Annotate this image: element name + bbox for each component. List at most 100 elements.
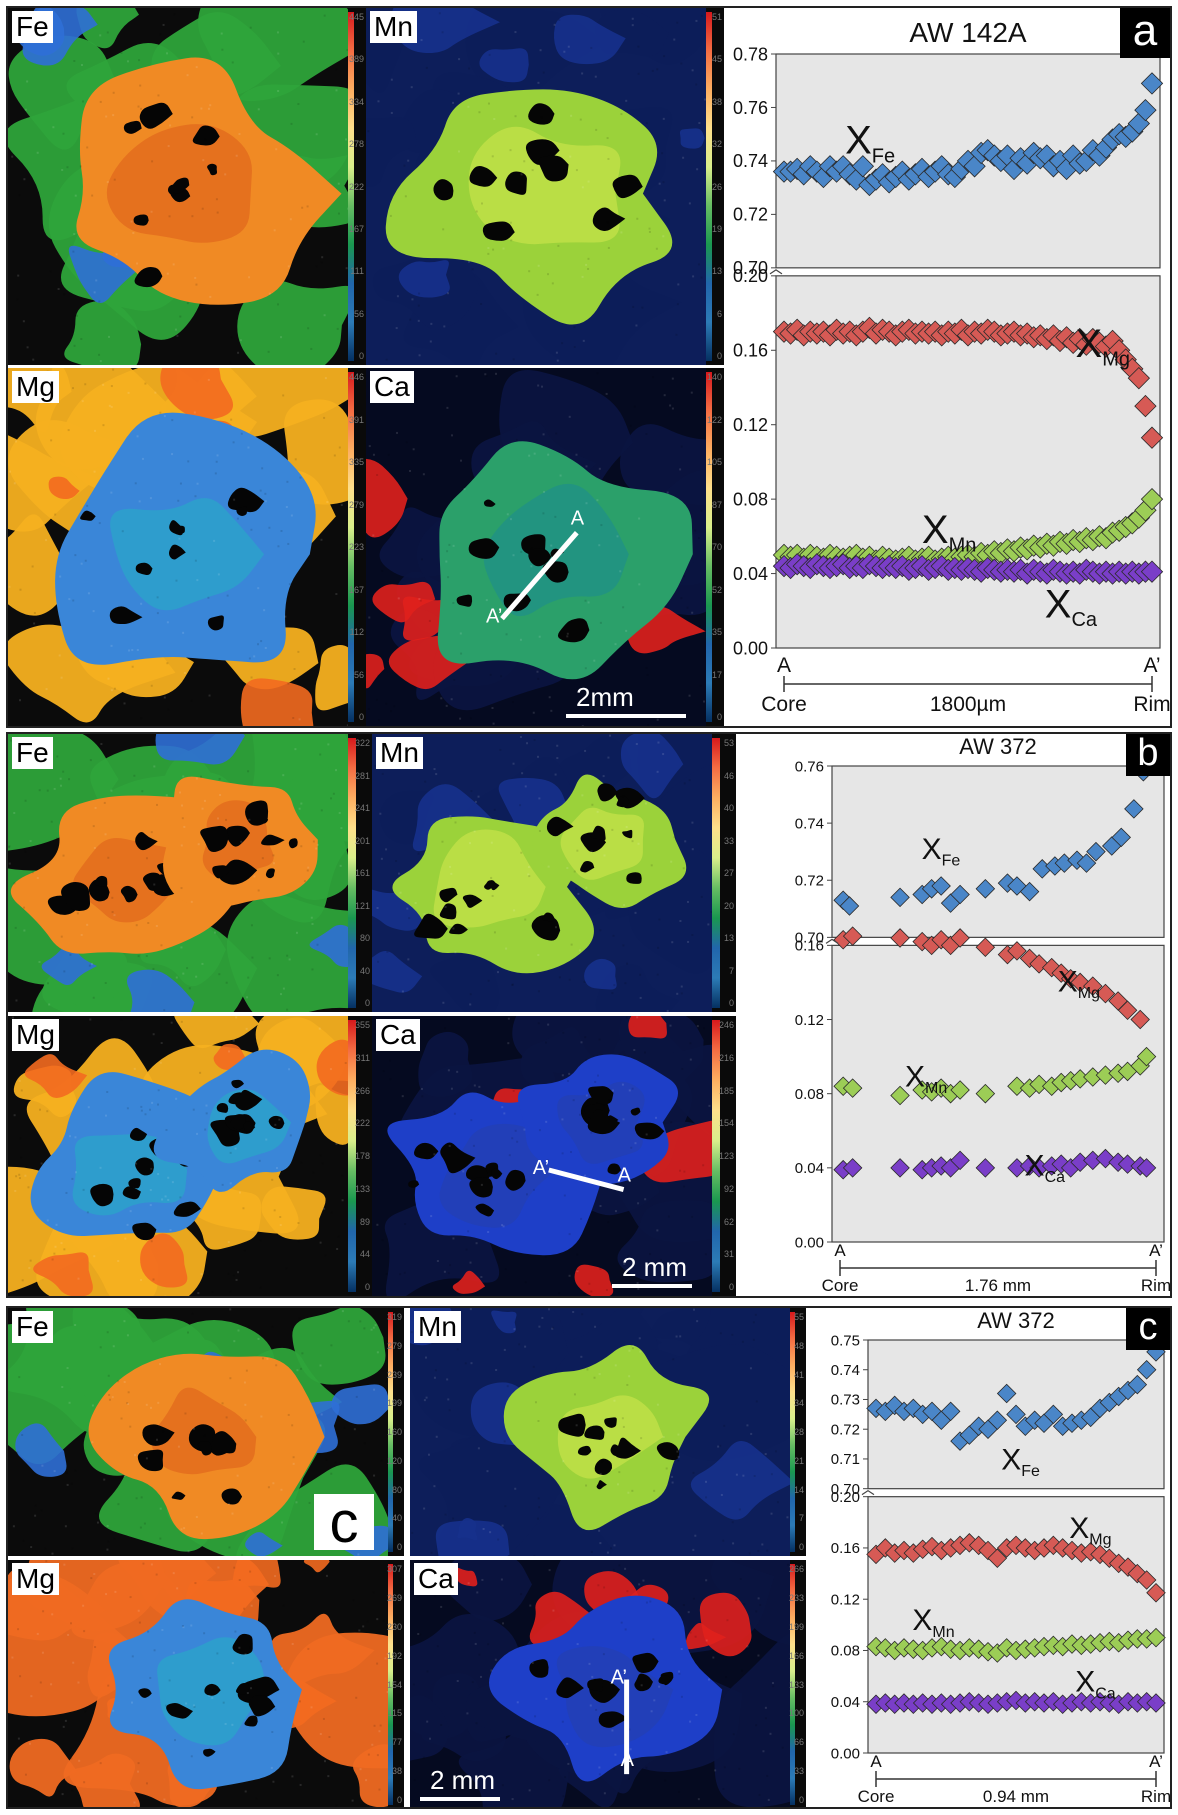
- y-tick-label: 0.74: [733, 151, 768, 171]
- colorbar-tick: 111: [350, 266, 364, 277]
- data-point-fe: [1076, 853, 1097, 873]
- colorbar-tick: 266: [354, 1085, 370, 1096]
- profile-end-label: A’: [611, 1667, 627, 1689]
- profile-start-label: A: [621, 1749, 635, 1771]
- data-point-ca: [890, 1158, 910, 1178]
- data-point-mg: [950, 928, 970, 948]
- colorbar-fe: 322 281 241 201 161 121 80 40 0: [348, 734, 372, 1012]
- data-point-mn: [1029, 1074, 1049, 1095]
- element-map-mg: 307 269 230 192 154 115 77 38 0 Mg: [8, 1560, 404, 1807]
- colorbar-tick: 26: [711, 181, 722, 192]
- colorbar-tick: 154: [386, 1679, 402, 1690]
- y-tick-label: 0.04: [795, 1160, 824, 1177]
- colorbar-tick: 133: [354, 1183, 370, 1194]
- element-map-mg-image: [8, 368, 348, 726]
- colorbar-tick: 334: [348, 96, 364, 107]
- data-point-mg: [987, 1548, 1008, 1568]
- element-label-ca: Ca: [370, 371, 414, 403]
- y-tick-label: 0.16: [733, 341, 768, 361]
- colorbar-tick: 0: [396, 1542, 402, 1552]
- colorbar-tick: 0: [716, 712, 722, 722]
- colorbar-tick: 55: [793, 1312, 804, 1322]
- data-point-fe: [950, 884, 970, 905]
- profile-end-label: A’: [486, 606, 502, 628]
- data-point-fe: [839, 896, 860, 916]
- colorbar-mn: 53 46 40 33 27 20 13 7 0: [712, 734, 736, 1012]
- element-map-mn: 53 46 40 33 27 20 13 7 0 Mn: [372, 734, 736, 1012]
- y-tick-label: 0.75: [831, 1332, 860, 1349]
- data-point-mg: [1127, 367, 1151, 390]
- data-point-mg: [1007, 941, 1027, 961]
- data-point-mn: [1146, 1627, 1166, 1648]
- profile-chart-b: AW 372 0.70 0.72 0.74 0.76 0.00 0.04 0.08 0.12 0.…: [778, 734, 1171, 1296]
- colorbar-tick: 53: [723, 738, 734, 748]
- y-tick-label: 0.72: [795, 872, 824, 889]
- data-point-fe: [1086, 841, 1106, 862]
- data-point-ca: [1140, 560, 1164, 583]
- axis-end-label: A’: [1143, 654, 1160, 677]
- colorbar-tick: 230: [386, 1621, 402, 1632]
- element-map-fe-image: [8, 734, 348, 1012]
- y-tick-label: 0.20: [733, 266, 768, 286]
- colorbar-ca: 246 216 185 154 123 92 62 31 0: [712, 1016, 736, 1296]
- data-point-fe: [931, 876, 951, 896]
- profile-chart-a: AW 142A 0.70 0.72 0.74 0.76 0.78 0.00 0.04 0.08 0…: [714, 8, 1170, 726]
- colorbar-tick: 121: [354, 900, 370, 911]
- colorbar-tick: 13: [723, 933, 734, 943]
- figure-panel-b: 322 281 241 201 161 121 80 40 0 Fe 53 46 40 33 27 20 13 7…: [6, 732, 1172, 1298]
- colorbar-tick: 0: [364, 998, 370, 1008]
- colorbar-tick: 201: [354, 835, 370, 846]
- element-label-mg: Mg: [12, 371, 59, 403]
- data-point-mn: [1136, 1046, 1157, 1067]
- data-point-mg: [975, 937, 996, 957]
- data-point-ca: [950, 1150, 970, 1171]
- element-map-mg-image: [8, 1016, 348, 1296]
- element-label-fe: Fe: [12, 11, 53, 43]
- colorbar-tick: 281: [354, 770, 370, 781]
- axis-core-label: Core: [761, 693, 807, 716]
- panel-letter-b: b: [1126, 734, 1170, 776]
- y-tick-label: 0.08: [831, 1643, 860, 1660]
- colorbar-tick: 33: [793, 1766, 804, 1777]
- colorbar-ca: 266 233 199 166 133 100 66 33 0: [789, 1560, 806, 1807]
- profile-end-label: A’: [533, 1157, 549, 1179]
- colorbar-tick: 122: [706, 414, 722, 425]
- y-tick-label: 0.76: [795, 758, 824, 775]
- data-point-ca: [842, 1158, 863, 1178]
- element-map-mg: 355 311 266 222 178 133 89 44 0 Mg: [8, 1016, 372, 1296]
- colorbar-tick: 31: [723, 1249, 734, 1260]
- profile-chart-svg: AW 372 0.70 0.72 0.74 0.76 0.00 0.04 0.08 0.12 0.…: [795, 734, 1171, 1295]
- colorbar-tick: 0: [728, 1282, 734, 1292]
- colorbar-fe: 319 279 239 199 160 120 80 40 0: [386, 1308, 404, 1556]
- colorbar-tick: 216: [718, 1052, 734, 1063]
- element-map-mn: 55 48 41 34 28 21 14 7 0 Mn: [410, 1308, 806, 1556]
- series-label-mn: XMn: [905, 1060, 947, 1097]
- colorbar-tick: 167: [348, 223, 364, 234]
- axis-rim-label: Rim: [1141, 1276, 1171, 1295]
- colorbar-mg: 307 269 230 192 154 115 77 38 0: [386, 1560, 404, 1807]
- colorbar-tick: 322: [354, 738, 370, 748]
- scale-bar-label: 2 mm: [430, 1765, 495, 1795]
- colorbar-tick: 307: [386, 1564, 402, 1574]
- series-label-ca: XCa: [1075, 1666, 1116, 1703]
- data-point-fe: [1111, 827, 1131, 848]
- panel-letter-c: c: [1126, 1308, 1170, 1350]
- axis-start-label: A: [777, 654, 791, 677]
- colorbar-tick: 41: [793, 1369, 804, 1380]
- axis-length-label: 1.76 mm: [965, 1276, 1031, 1295]
- series-label-mn: XMn: [912, 1604, 954, 1641]
- colorbar-tick: 35: [711, 627, 722, 637]
- colorbar-tick: 160: [386, 1427, 402, 1437]
- data-point-fe: [975, 879, 996, 899]
- colorbar-tick: 80: [391, 1484, 402, 1495]
- data-point-mn: [842, 1078, 863, 1098]
- data-point-mn: [1070, 1069, 1090, 1089]
- colorbar-tick: 7: [798, 1513, 804, 1524]
- panel-letter-a: a: [1120, 8, 1170, 58]
- colorbar-tick: 20: [723, 900, 734, 911]
- element-map-mn: 51 45 38 32 26 19 13 6 0 Mn: [366, 8, 724, 365]
- colorbar-tick: 222: [354, 1118, 370, 1129]
- element-map-fe: 319 279 239 199 160 120 80 40 0 Fe: [8, 1308, 404, 1556]
- colorbar-tick: 38: [391, 1766, 402, 1777]
- colorbar-tick: 223: [348, 542, 364, 552]
